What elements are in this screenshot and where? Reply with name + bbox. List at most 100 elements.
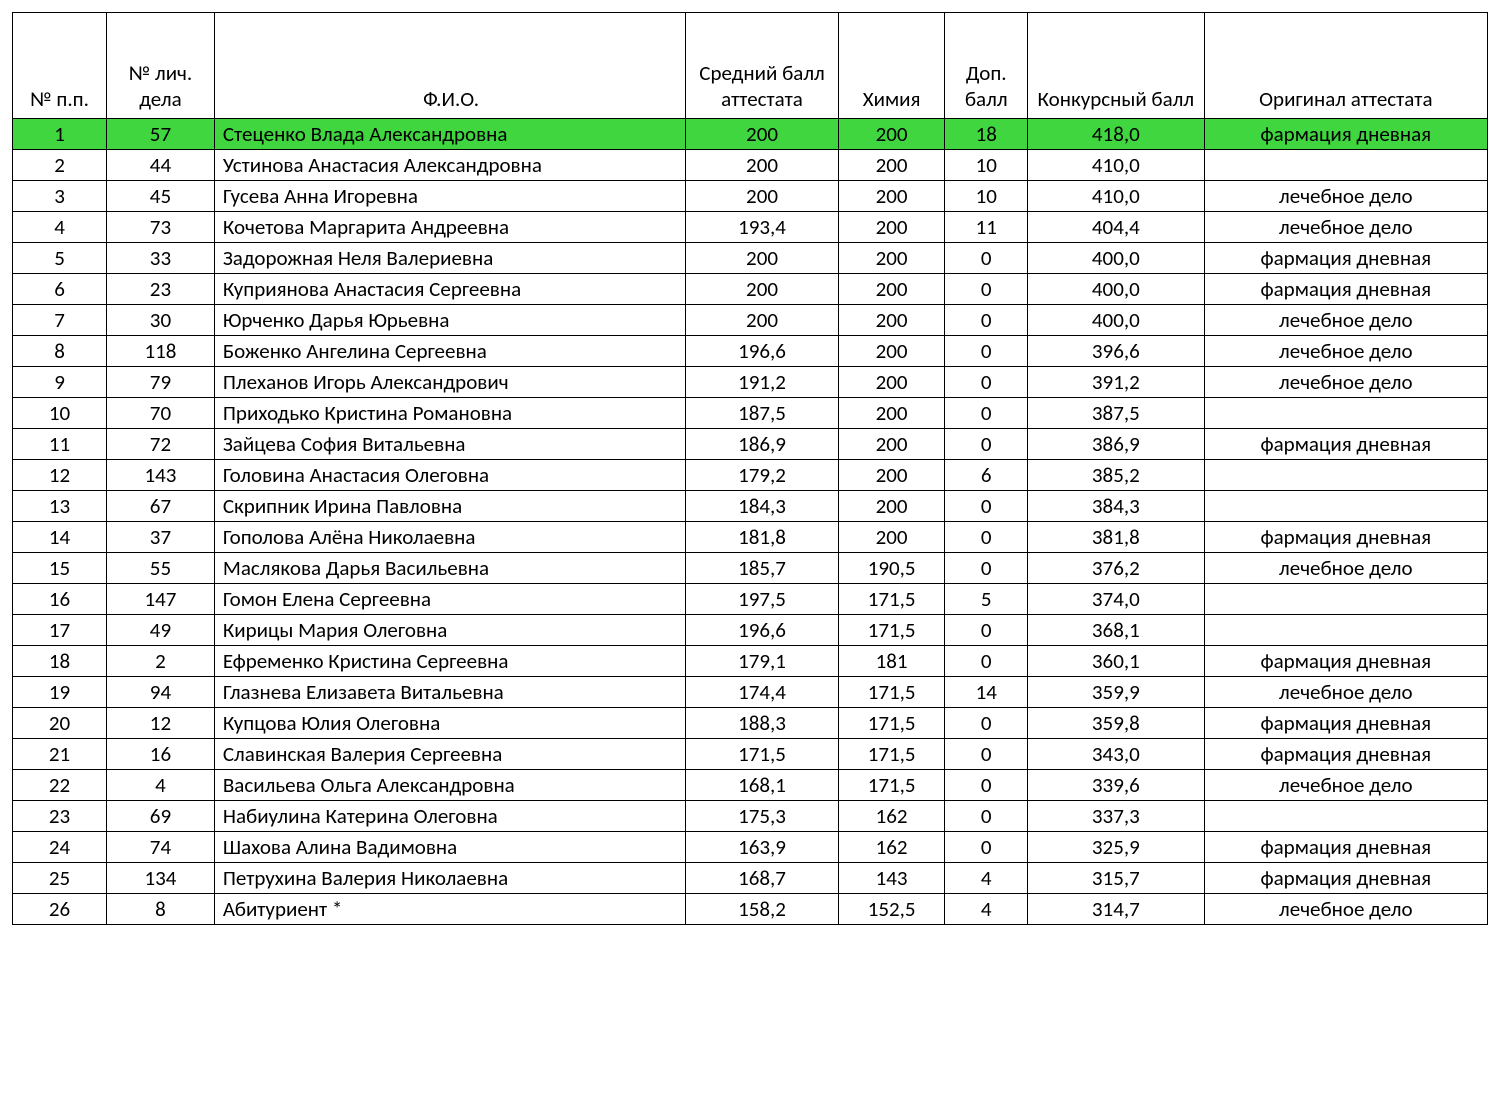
table-row: 268Абитуриент *158,2152,54314,7лечебное … — [13, 894, 1488, 925]
cell-name: Стеценко Влада Александровна — [214, 119, 685, 150]
cell-chem: 200 — [838, 367, 945, 398]
cell-orig — [1204, 460, 1487, 491]
cell-orig: фармация дневная — [1204, 739, 1487, 770]
cell-name: Задорожная Неля Валериевна — [214, 243, 685, 274]
cell-extra: 4 — [945, 863, 1028, 894]
cell-name: Боженко Ангелина Сергеевна — [214, 336, 685, 367]
cell-chem: 200 — [838, 243, 945, 274]
cell-case: 4 — [107, 770, 215, 801]
col-header-npp: № п.п. — [13, 13, 107, 119]
cell-avg: 163,9 — [686, 832, 839, 863]
cell-comp: 368,1 — [1028, 615, 1205, 646]
cell-npp: 10 — [13, 398, 107, 429]
cell-avg: 200 — [686, 305, 839, 336]
table-row: 2116Славинская Валерия Сергеевна171,5171… — [13, 739, 1488, 770]
cell-chem: 200 — [838, 491, 945, 522]
cell-extra: 0 — [945, 522, 1028, 553]
cell-comp: 343,0 — [1028, 739, 1205, 770]
cell-name: Гополова Алёна Николаевна — [214, 522, 685, 553]
cell-chem: 190,5 — [838, 553, 945, 584]
cell-extra: 6 — [945, 460, 1028, 491]
cell-orig: фармация дневная — [1204, 646, 1487, 677]
cell-extra: 0 — [945, 708, 1028, 739]
cell-npp: 7 — [13, 305, 107, 336]
cell-orig: лечебное дело — [1204, 336, 1487, 367]
cell-comp: 386,9 — [1028, 429, 1205, 460]
cell-chem: 143 — [838, 863, 945, 894]
cell-npp: 15 — [13, 553, 107, 584]
cell-orig — [1204, 615, 1487, 646]
cell-case: 16 — [107, 739, 215, 770]
cell-name: Куприянова Анастасия Сергеевна — [214, 274, 685, 305]
cell-extra: 0 — [945, 615, 1028, 646]
table-row: 533Задорожная Неля Валериевна2002000400,… — [13, 243, 1488, 274]
cell-name: Приходько Кристина Романовна — [214, 398, 685, 429]
cell-case: 118 — [107, 336, 215, 367]
table-row: 157Стеценко Влада Александровна200200184… — [13, 119, 1488, 150]
cell-case: 94 — [107, 677, 215, 708]
cell-orig: лечебное дело — [1204, 181, 1487, 212]
cell-avg: 200 — [686, 150, 839, 181]
cell-orig: лечебное дело — [1204, 305, 1487, 336]
cell-extra: 11 — [945, 212, 1028, 243]
cell-extra: 0 — [945, 739, 1028, 770]
cell-name: Гусева Анна Игоревна — [214, 181, 685, 212]
cell-npp: 2 — [13, 150, 107, 181]
cell-case: 79 — [107, 367, 215, 398]
cell-case: 45 — [107, 181, 215, 212]
cell-npp: 8 — [13, 336, 107, 367]
cell-avg: 184,3 — [686, 491, 839, 522]
cell-comp: 314,7 — [1028, 894, 1205, 925]
table-row: 8118Боженко Ангелина Сергеевна196,620003… — [13, 336, 1488, 367]
cell-case: 30 — [107, 305, 215, 336]
cell-orig: фармация дневная — [1204, 832, 1487, 863]
cell-avg: 200 — [686, 274, 839, 305]
cell-name: Купцова Юлия Олеговна — [214, 708, 685, 739]
cell-npp: 20 — [13, 708, 107, 739]
cell-comp: 391,2 — [1028, 367, 1205, 398]
cell-case: 69 — [107, 801, 215, 832]
cell-avg: 179,1 — [686, 646, 839, 677]
cell-comp: 418,0 — [1028, 119, 1205, 150]
cell-extra: 0 — [945, 646, 1028, 677]
cell-case: 67 — [107, 491, 215, 522]
cell-comp: 325,9 — [1028, 832, 1205, 863]
cell-extra: 0 — [945, 367, 1028, 398]
cell-case: 12 — [107, 708, 215, 739]
cell-chem: 171,5 — [838, 708, 945, 739]
cell-name: Гомон Елена Сергеевна — [214, 584, 685, 615]
cell-case: 44 — [107, 150, 215, 181]
cell-avg: 196,6 — [686, 615, 839, 646]
cell-extra: 0 — [945, 243, 1028, 274]
cell-npp: 16 — [13, 584, 107, 615]
table-row: 623Куприянова Анастасия Сергеевна2002000… — [13, 274, 1488, 305]
cell-npp: 18 — [13, 646, 107, 677]
cell-case: 23 — [107, 274, 215, 305]
cell-comp: 360,1 — [1028, 646, 1205, 677]
cell-avg: 168,7 — [686, 863, 839, 894]
cell-chem: 200 — [838, 522, 945, 553]
cell-avg: 200 — [686, 119, 839, 150]
cell-npp: 4 — [13, 212, 107, 243]
cell-chem: 171,5 — [838, 739, 945, 770]
cell-avg: 158,2 — [686, 894, 839, 925]
cell-extra: 0 — [945, 553, 1028, 584]
cell-extra: 0 — [945, 491, 1028, 522]
table-row: 1994Глазнева Елизавета Витальевна174,417… — [13, 677, 1488, 708]
cell-extra: 10 — [945, 181, 1028, 212]
cell-comp: 400,0 — [1028, 305, 1205, 336]
table-row: 182Ефременко Кристина Сергеевна179,11810… — [13, 646, 1488, 677]
cell-extra: 18 — [945, 119, 1028, 150]
cell-case: 57 — [107, 119, 215, 150]
cell-comp: 359,8 — [1028, 708, 1205, 739]
cell-name: Васильева Ольга Александровна — [214, 770, 685, 801]
table-row: 224Васильева Ольга Александровна168,1171… — [13, 770, 1488, 801]
cell-case: 147 — [107, 584, 215, 615]
cell-avg: 174,4 — [686, 677, 839, 708]
table-row: 2012Купцова Юлия Олеговна188,3171,50359,… — [13, 708, 1488, 739]
cell-case: 49 — [107, 615, 215, 646]
cell-npp: 19 — [13, 677, 107, 708]
cell-avg: 197,5 — [686, 584, 839, 615]
table-row: 1749Кирицы Мария Олеговна196,6171,50368,… — [13, 615, 1488, 646]
cell-avg: 196,6 — [686, 336, 839, 367]
